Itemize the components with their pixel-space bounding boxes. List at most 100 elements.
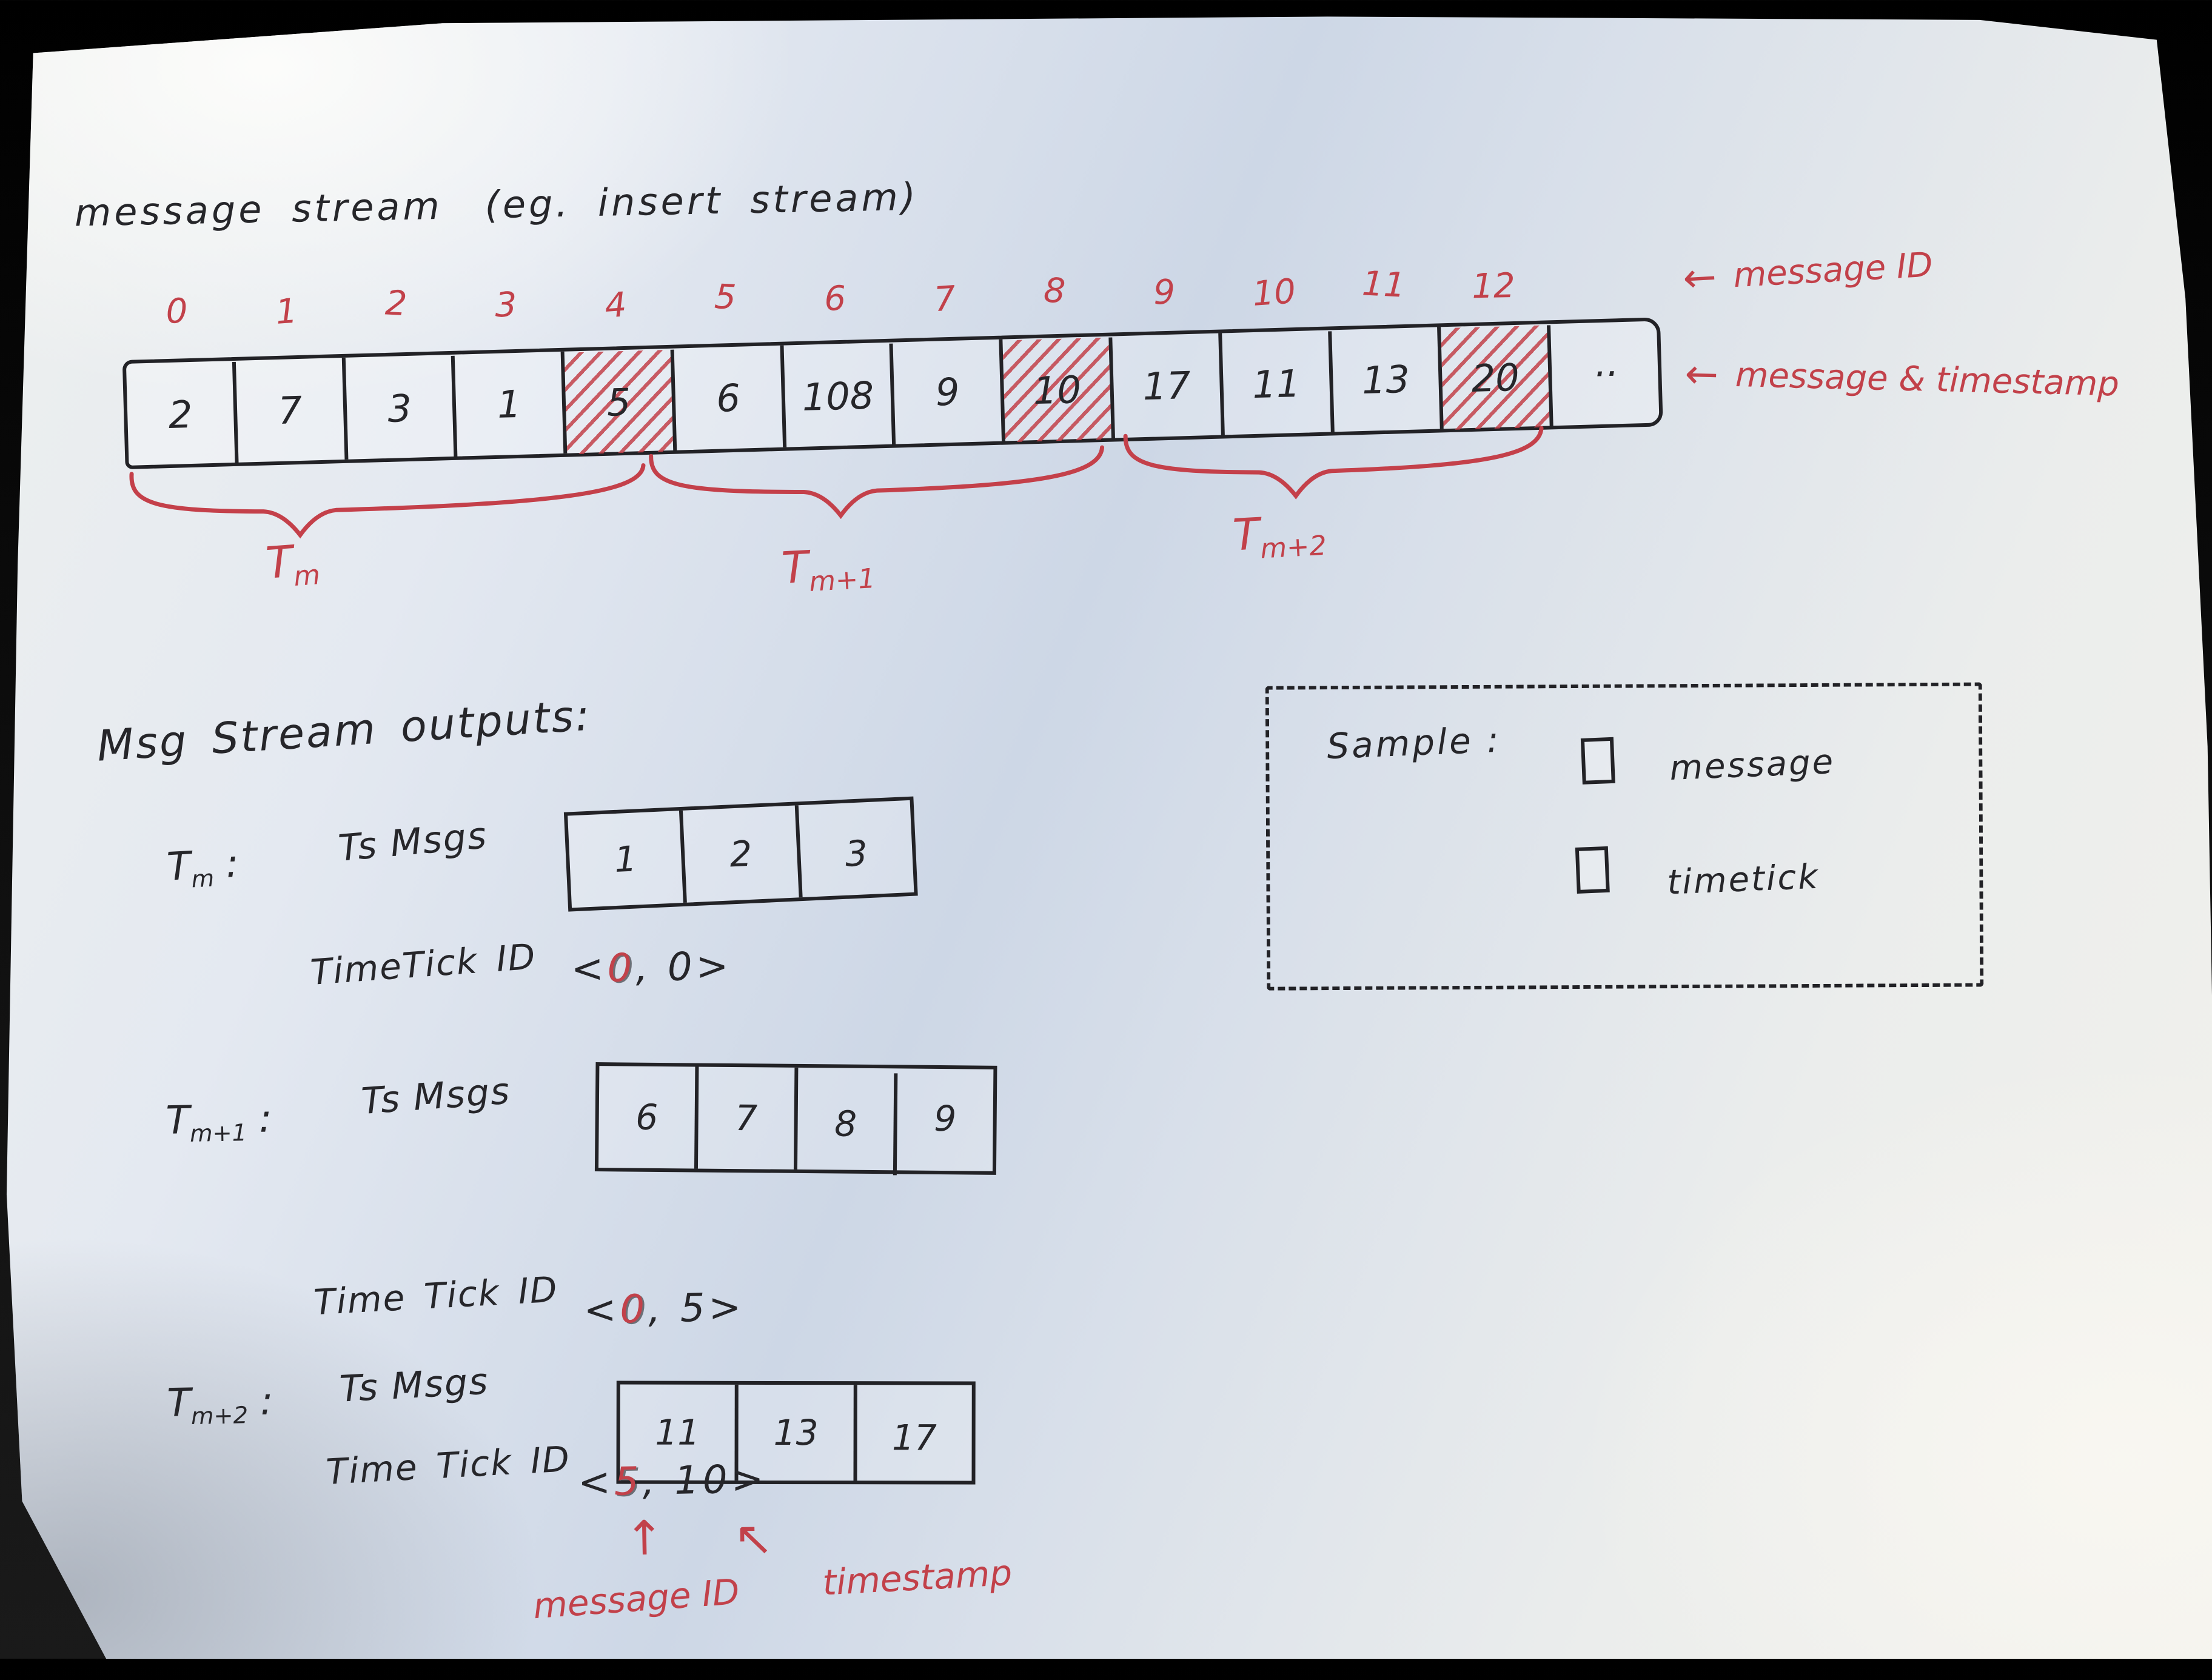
timetick-id-value-tm1: <0, 5> [583,1285,745,1333]
timetick-id-label: Time Tick ID [312,1268,560,1324]
row-label-colon: : [258,1096,273,1142]
brace-tm1 [649,445,1105,520]
tick-timestamp: 5 [679,1285,709,1331]
window-label-sub: m+1 [808,562,876,598]
tick-message-id: 5 [614,1459,643,1505]
output-cell: 7 [697,1066,799,1170]
timetick-id-label: TimeTick ID [309,935,538,993]
row-label-sub: m+1 [189,1119,247,1148]
row-label-base: T [166,843,192,890]
brace-tm2 [1123,426,1544,500]
left-arrow-icon: ← [1681,253,1718,302]
timetick-swatch-icon [1575,846,1610,894]
pointer-label-message-id: message ID [531,1571,741,1627]
row-label-sub: m+2 [190,1402,249,1430]
tick-comma: , [635,945,652,991]
stream-cell: 11 [1222,331,1335,437]
stream-cell-timetick: 10 [1002,337,1116,443]
up-left-arrow-icon: ↖ [733,1511,774,1567]
tick-comma: , [648,1287,665,1332]
stream-index: 7 [933,278,957,320]
row-label-base: T [166,1380,192,1426]
angle-close: > [708,1285,745,1331]
stream-index: 4 [603,285,628,326]
window-label-sub: m [292,558,321,592]
row-label-colon: : [224,841,240,887]
output-box-tm1: 6 7 8 9 [594,1062,997,1176]
output-row-label-tm: Tm : [166,841,240,894]
tick-timestamp: 0 [667,945,697,990]
window-label-tm1: Tm+1 [780,538,876,600]
stream-index: 3 [494,285,517,326]
ts-msgs-label: Ts Msgs [360,1069,512,1123]
annotation-message-id-label: message ID [1732,245,1934,296]
timetick-id-value-tm: <0, 0> [571,944,732,992]
window-label-base: T [780,541,810,594]
stream-index: 12 [1471,266,1516,307]
title-main: message stream [74,183,443,235]
output-cell: 1 [568,810,688,908]
up-arrow-icon: ↑ [624,1511,665,1567]
stream-index: 8 [1042,270,1067,312]
stream-cell: 6 [674,345,786,450]
tick-message-id: 0 [606,945,636,991]
message-swatch-icon [1580,737,1615,785]
stream-index: 2 [384,283,408,324]
output-cell: 3 [844,832,869,875]
angle-open: < [583,1287,621,1333]
stream-index: 5 [713,277,737,318]
output-row-label-tm2: Tm+2 : [167,1379,274,1431]
stream-index: 1 [274,291,299,333]
window-label-base: T [1231,508,1261,561]
output-cell: 17 [891,1417,937,1459]
output-cell: 6 [598,1066,699,1169]
angle-open: < [571,946,608,992]
output-row-label-tm1: Tm+1 : [166,1097,273,1148]
tick-message-id: 0 [619,1287,649,1333]
outputs-heading: Msg Stream outputs: [95,690,593,771]
ts-msgs-label: Ts Msgs [338,1360,490,1411]
angle-open: < [577,1459,615,1505]
stream-cell: 9 [893,339,1006,444]
tick-timestamp: 10 [674,1457,732,1504]
output-cell: 8 [797,1072,898,1176]
pointer-label-timestamp: timestamp [821,1551,1013,1604]
tick-comma: , [642,1459,659,1504]
sample-legend-box: Sample : message timetick [1265,682,1984,991]
legend-item-message: message [1669,742,1836,788]
title-example: (eg. insert stream) [484,174,919,227]
stream-index-row: 0 1 2 3 4 5 6 7 8 9 10 11 12 [121,264,1549,333]
window-label-sub: m+2 [1259,529,1328,565]
row-label-colon: : [260,1379,274,1424]
stream-index: 9 [1153,272,1176,313]
annotation-message-timestamp: ← message & timestamp [1684,350,2120,407]
stream-cell: 3 [345,355,458,461]
stream-cell: 17 [1112,333,1225,438]
stream-cell-ellipsis: ·· [1592,350,1618,396]
stream-cell: 13 [1331,327,1444,432]
window-label-tm: Tm [264,534,321,594]
output-cell: 2 [683,805,803,903]
brace-tm [129,463,646,539]
annotation-message-id: ← message ID [1681,242,1934,302]
stream-cell: 108 [783,343,896,449]
page-title: message stream (eg. insert stream) [74,175,919,235]
stream-cell: 2 [126,361,239,467]
stream-cell: 7 [235,357,349,463]
legend-title: Sample : [1326,718,1502,768]
row-label-base: T [165,1098,190,1143]
stream-index: 10 [1251,272,1298,315]
angle-close: > [695,943,732,990]
stream-index: 6 [823,279,846,319]
window-label-tm2: Tm+2 [1232,504,1327,566]
timetick-id-label: Time Tick ID [325,1438,572,1493]
stream-cell-timetick: 20 [1441,325,1553,430]
ts-msgs-label: Ts Msgs [337,814,489,870]
output-cell: 9 [933,1097,957,1140]
stream-index: 0 [165,291,188,332]
annotation-message-timestamp-label: message & timestamp [1735,355,2120,404]
left-arrow-icon: ← [1684,350,1719,398]
timetick-id-value-tm2: <5, 10> [577,1457,767,1505]
